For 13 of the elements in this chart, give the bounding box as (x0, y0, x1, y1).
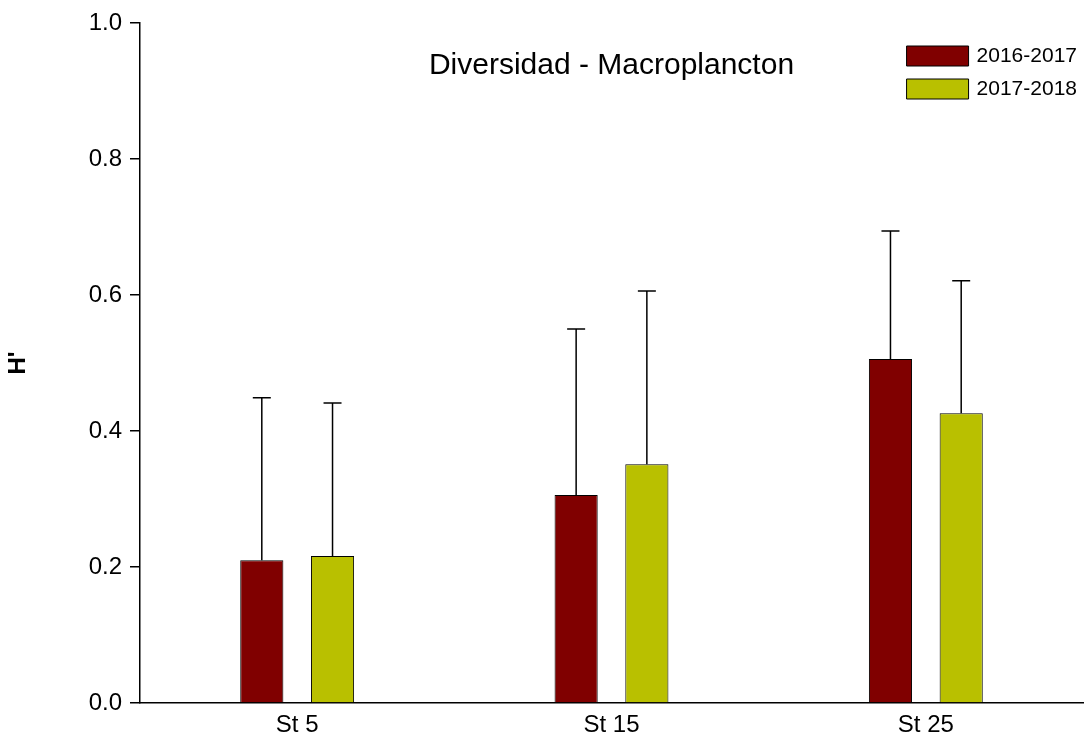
y-tick-label: 0.4 (88, 415, 122, 443)
text: Diversidad - Macroplancton (428, 47, 795, 81)
legend-label: 2016-2017 (976, 42, 1078, 66)
x-tick-label: St 25 (897, 710, 954, 738)
y-tick-label: 0.0 (88, 687, 122, 715)
y-tick-label: 0.2 (88, 551, 122, 579)
x-tick-label: St 15 (583, 710, 640, 738)
y-tick-label: 0.6 (88, 279, 122, 307)
y-axis-title: H' (3, 351, 31, 375)
y-tick-label: 1.0 (88, 7, 122, 35)
y-tick-label: 0.8 (88, 143, 122, 171)
legend-label: 2017-2018 (976, 75, 1078, 99)
x-tick-label: St 5 (275, 710, 319, 738)
